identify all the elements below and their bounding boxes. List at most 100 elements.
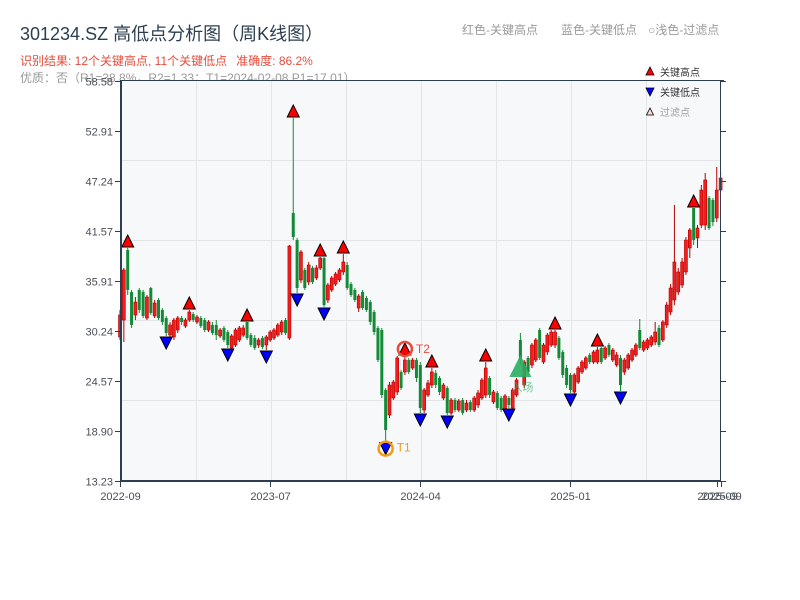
candle-up — [684, 239, 688, 273]
candle-down — [499, 398, 503, 410]
candle-up — [572, 374, 577, 393]
candle-down — [214, 324, 218, 336]
candle-up — [641, 341, 646, 351]
candle-down — [384, 389, 388, 431]
candle-down — [711, 199, 715, 223]
candle-up — [403, 359, 407, 373]
legend-label: 过滤点 — [660, 106, 690, 119]
header-legend-filtered: ○浅色-过滤点 — [648, 23, 720, 37]
candle-down — [438, 377, 442, 393]
candle-up — [549, 331, 554, 346]
candle-down — [414, 359, 418, 378]
candle-up — [122, 269, 126, 321]
candle-down — [468, 401, 472, 410]
candle-up — [703, 179, 708, 226]
candle-up — [241, 327, 245, 336]
candle-up — [395, 357, 400, 393]
candle-down — [488, 377, 492, 396]
key-high-marker-icon — [336, 239, 351, 254]
candle-up — [318, 257, 323, 269]
candle-down — [284, 320, 288, 333]
candle-down — [407, 359, 411, 372]
key-low-marker-icon — [563, 393, 578, 408]
candle-down — [157, 300, 160, 319]
candle-up — [152, 302, 157, 317]
key-high-marker-icon — [478, 347, 493, 362]
candle-up — [533, 339, 538, 361]
candle-up — [668, 287, 673, 313]
candle-down — [692, 208, 696, 241]
candle-down — [507, 398, 511, 405]
candle-down — [361, 291, 365, 309]
candle-up — [391, 381, 396, 399]
candle-up — [510, 389, 515, 409]
key-low-marker-icon — [613, 391, 628, 406]
candle-up — [264, 336, 269, 346]
candle-up — [145, 296, 149, 319]
candle-up — [503, 395, 507, 411]
candle-up — [687, 229, 692, 249]
candle-down — [538, 329, 542, 358]
candle-up — [410, 359, 415, 369]
candle-down — [399, 371, 403, 389]
candle-down — [707, 197, 711, 229]
candle-up — [268, 331, 272, 341]
key-high-marker-icon — [286, 103, 301, 118]
x-tick-label: 2025-09 — [701, 491, 741, 503]
key-low-marker-icon — [290, 293, 304, 308]
x-tick-label: 2024-04 — [400, 491, 440, 503]
candle-up — [314, 267, 319, 279]
x-tick-label: 2025-09 — [697, 491, 737, 503]
candle-up — [530, 344, 534, 366]
candle-down — [349, 284, 353, 295]
y-tick-label: 58.58 — [85, 77, 113, 89]
candle-down — [303, 270, 307, 289]
candle-down — [210, 324, 214, 333]
t2-ring-icon — [396, 340, 414, 358]
candle-up — [584, 357, 588, 369]
t2-label: T2 — [416, 342, 430, 356]
candle-down — [149, 288, 153, 313]
key-low-marker-icon — [220, 348, 235, 363]
candle-down — [588, 354, 592, 363]
candle-down — [607, 344, 611, 355]
candle-down — [638, 329, 642, 348]
candle-up — [387, 384, 392, 416]
key-high-marker-icon — [120, 233, 135, 248]
entry-marker-icon — [509, 354, 532, 377]
legend-low-icon — [645, 87, 655, 97]
candle-up — [472, 397, 477, 411]
key-high-marker-icon — [313, 242, 328, 257]
legend-label: 关键低点 — [660, 86, 700, 99]
candle-down — [260, 338, 264, 348]
candle-up — [206, 321, 211, 331]
candle-down — [376, 327, 380, 360]
candle-down — [226, 332, 230, 345]
key-high-marker-icon — [548, 315, 562, 330]
candle-down — [364, 297, 368, 310]
y-tick-label: 52.91 — [85, 127, 113, 139]
candle-up — [653, 331, 657, 343]
candle-up — [661, 321, 665, 341]
candle-down — [568, 374, 572, 390]
candle-up — [183, 319, 188, 327]
candle-down — [368, 302, 372, 322]
candle-up — [645, 339, 650, 349]
y-tick-label: 35.91 — [85, 277, 113, 289]
candle-down — [445, 388, 449, 413]
candle-down — [495, 392, 499, 408]
candle-up — [233, 329, 238, 346]
candle-up — [237, 327, 242, 341]
candle-down — [561, 351, 565, 375]
candle-up — [664, 304, 669, 326]
candle-down — [253, 338, 257, 348]
candle-up — [580, 361, 584, 373]
result-summary: 识别结果: 12个关键高点, 11个关键低点 准确度: 86.2% — [20, 52, 313, 69]
candle-up — [603, 347, 607, 359]
candle-up — [422, 389, 426, 411]
candle-up — [649, 336, 654, 346]
candle-up — [441, 384, 446, 399]
candle-down — [164, 318, 168, 333]
candle-up — [591, 351, 596, 363]
